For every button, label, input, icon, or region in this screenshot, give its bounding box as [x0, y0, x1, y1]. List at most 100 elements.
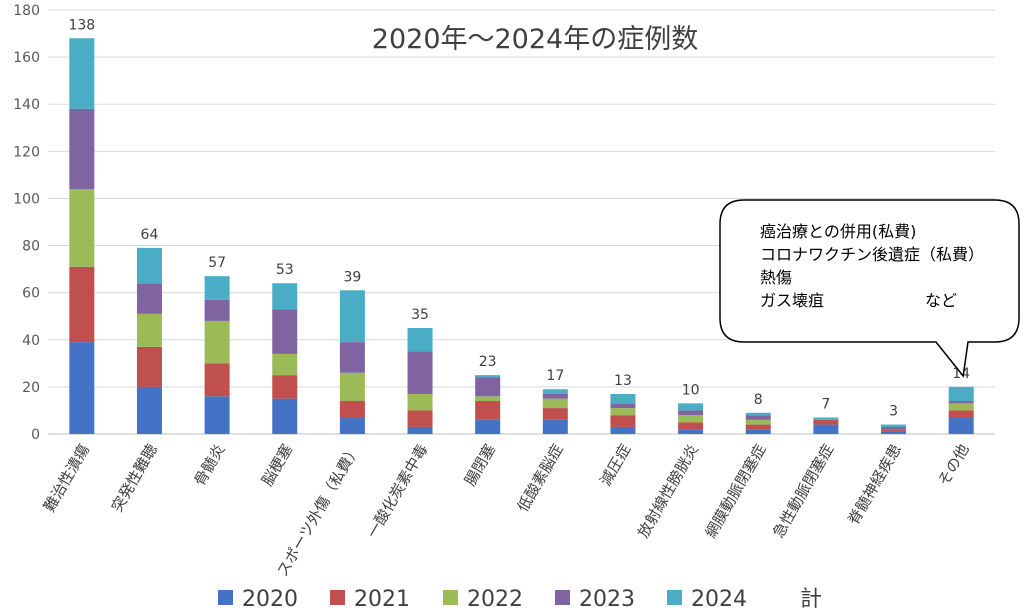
bar-segment-2023 [407, 351, 433, 394]
bar-segment-2021 [610, 415, 636, 427]
bar-segment-2021 [204, 363, 230, 397]
legend-swatch-2022 [443, 590, 458, 605]
category-label: 網膜動脈閉塞症 [702, 441, 770, 541]
bar-segment-2022 [407, 393, 433, 411]
bar-segment-2020 [745, 429, 771, 434]
legend-swatch-2023 [555, 590, 570, 605]
bar-segment-2024 [69, 38, 95, 109]
bar-segment-2022 [204, 320, 230, 364]
bar-segment-2022 [69, 189, 95, 267]
bar-segment-2023 [678, 410, 704, 416]
category-label: 骨髄炎 [190, 441, 228, 489]
total-label: 8 [754, 392, 763, 408]
y-axis: 0 20 40 60 80 100 120 140 160 180 [13, 3, 40, 443]
bar-segment-2024 [881, 424, 907, 427]
bar-segment-2024 [272, 283, 298, 310]
bar-segment-2024 [204, 276, 230, 300]
bar-segment-2021 [881, 429, 907, 432]
annotation-line: 熱傷 [760, 268, 792, 287]
bar-segment-2024 [475, 375, 501, 378]
legend-label: 2020 [242, 587, 298, 610]
total-label: 35 [411, 307, 429, 323]
bar-segment-2024 [407, 328, 433, 352]
bar-segment-2024 [813, 417, 839, 420]
total-label: 23 [479, 354, 497, 370]
category-label: その他 [935, 441, 973, 489]
category-label: 減圧症 [596, 441, 634, 489]
bar-segment-2021 [678, 422, 704, 430]
y-tick-label: 160 [13, 50, 40, 66]
total-label: 39 [343, 269, 361, 285]
total-label: 10 [682, 382, 700, 398]
bar-segment-2022 [272, 353, 298, 376]
category-label: 難治性潰瘍 [40, 441, 93, 515]
bar-segment-2024 [678, 403, 704, 411]
bar-segment-2020 [813, 424, 839, 434]
legend-label: 2021 [354, 587, 410, 610]
bar-segment-2023 [339, 342, 365, 373]
bar-segment-2023 [610, 403, 636, 409]
y-tick-label: 20 [22, 380, 40, 396]
total-label: 53 [276, 262, 294, 278]
bar-segment-2020 [542, 419, 568, 434]
total-label: 3 [889, 404, 898, 420]
annotation-line: コロナワクチン後遺症（私費） [760, 245, 984, 264]
bar-segment-2024 [745, 412, 771, 416]
bar-segment-2022 [745, 419, 771, 425]
bar-segment-2021 [813, 419, 839, 425]
legend-swatch-2024 [667, 590, 682, 605]
bar-segment-2022 [136, 313, 162, 347]
bar-segment-2020 [610, 426, 636, 434]
legend-label: 2024 [691, 587, 747, 610]
bar-segment-2022 [610, 408, 636, 416]
y-tick-label: 80 [22, 239, 40, 255]
bar-segment-2020 [881, 431, 907, 434]
total-label: 7 [821, 397, 830, 413]
callout-bubble [719, 199, 1020, 378]
bar-segment-2023 [475, 377, 501, 397]
legend-label: 計 [800, 587, 822, 610]
bar-segment-2022 [948, 403, 974, 411]
bar-segment-2024 [610, 393, 636, 404]
bar-segment-2023 [69, 108, 95, 190]
bar-segment-2020 [69, 342, 95, 434]
bar-segment-2023 [542, 393, 568, 399]
bar-segment-2020 [272, 398, 298, 434]
y-tick-label: 40 [22, 333, 40, 349]
bar-segment-2023 [948, 401, 974, 404]
bar-segment-2021 [272, 375, 298, 399]
bar-segment-2020 [948, 417, 974, 434]
bars [69, 38, 974, 434]
legend: 2020 2021 2022 2023 2024 計 [218, 587, 822, 610]
category-label: 突発性難聴 [108, 441, 161, 515]
bar-segment-2023 [136, 283, 162, 314]
annotation-line: ガス壊疽 [760, 291, 824, 310]
y-tick-label: 60 [22, 286, 40, 302]
bar-segment-2021 [407, 410, 433, 427]
legend-label: 2022 [467, 587, 523, 610]
bar-segment-2022 [678, 415, 704, 423]
bar-segment-2020 [339, 417, 365, 434]
bar-segment-2024 [542, 389, 568, 394]
y-tick-label: 0 [31, 427, 40, 443]
annotation-line: 癌治療との併用(私費) [760, 222, 916, 241]
chart-title: 2020年～2024年の症例数 [372, 24, 698, 55]
y-tick-label: 180 [13, 3, 40, 19]
bar-segment-2021 [948, 410, 974, 418]
bar-segment-2020 [678, 429, 704, 434]
category-label: 低酸素脳症 [514, 441, 567, 515]
bar-segment-2021 [745, 424, 771, 430]
total-label: 17 [546, 368, 564, 384]
legend-label: 2023 [579, 587, 635, 610]
bar-segment-2021 [69, 266, 95, 343]
bar-segment-2023 [881, 426, 907, 430]
legend-swatch-2020 [218, 590, 233, 605]
bar-segment-2024 [339, 290, 365, 343]
y-tick-label: 140 [13, 97, 40, 113]
bar-segment-2023 [204, 299, 230, 321]
total-label: 138 [68, 17, 95, 33]
bar-segment-2021 [475, 401, 501, 420]
